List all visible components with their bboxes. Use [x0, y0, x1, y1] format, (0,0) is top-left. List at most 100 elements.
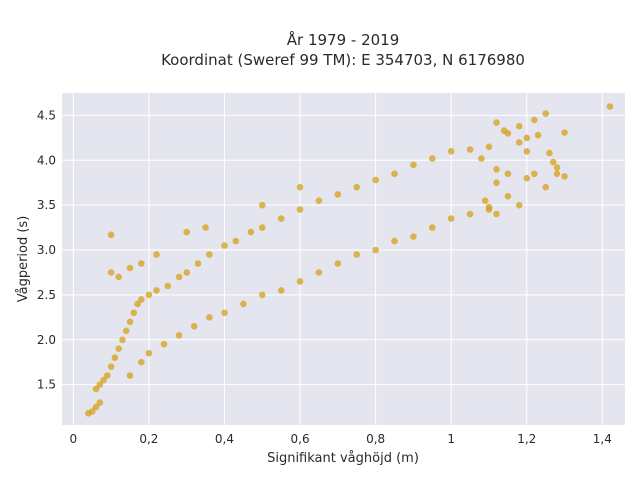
data-point [515, 139, 523, 146]
data-point [553, 170, 561, 178]
data-point [504, 192, 512, 200]
data-point [126, 264, 134, 272]
data-point [259, 201, 266, 209]
data-point [259, 224, 266, 231]
data-point [122, 327, 130, 335]
y-axis-title: Vågperiod (s) [16, 216, 31, 303]
data-point [145, 291, 153, 299]
data-point [115, 273, 122, 281]
data-point [183, 228, 190, 236]
data-point [126, 372, 134, 379]
data-point [515, 201, 523, 209]
data-point [107, 231, 115, 239]
data-point [353, 251, 361, 258]
data-point [466, 146, 474, 153]
x-tick-label: 0 [70, 432, 78, 446]
data-point [115, 345, 122, 353]
data-point [493, 210, 500, 218]
data-point [96, 381, 104, 388]
data-point [561, 173, 568, 180]
x-tick-label: 0,6 [291, 432, 310, 446]
data-point [549, 158, 557, 166]
x-axis-ticks: 0 0,2 0,4 0,6 0,8 1 1,2 1,4 [70, 432, 612, 446]
chart-title-line-2: Koordinat (Sweref 99 TM): E 354703, N 61… [161, 51, 525, 69]
data-point [561, 129, 568, 136]
data-point [523, 174, 531, 182]
data-point [410, 233, 417, 240]
data-point [92, 385, 100, 393]
data-point [202, 224, 209, 231]
data-point [194, 260, 202, 267]
x-tick-label: 0,8 [366, 432, 385, 446]
data-point [138, 296, 145, 303]
data-point [504, 170, 512, 178]
data-point [92, 403, 100, 411]
data-point [531, 170, 538, 178]
data-point [372, 176, 379, 184]
data-point [493, 166, 500, 173]
data-point [515, 122, 523, 130]
data-point [259, 291, 266, 299]
data-point [296, 183, 304, 191]
data-point [481, 197, 489, 204]
data-point [134, 300, 141, 308]
data-point [175, 332, 183, 339]
data-point [145, 349, 153, 357]
data-point [353, 183, 361, 191]
data-point [232, 237, 240, 245]
data-point [96, 399, 104, 406]
data-point [206, 314, 213, 321]
data-point [334, 191, 342, 198]
y-tick-label: 3.5 [37, 198, 56, 212]
data-point [410, 161, 417, 169]
chart-title-line-1: År 1979 - 2019 [287, 30, 400, 49]
data-point [175, 273, 183, 281]
data-point [126, 318, 134, 326]
y-tick-label: 1.5 [37, 378, 56, 392]
y-tick-label: 2.5 [37, 288, 56, 302]
data-point [429, 224, 436, 231]
x-tick-label: 1 [447, 432, 455, 446]
data-point [534, 131, 542, 139]
data-point [277, 287, 285, 294]
data-point [296, 278, 304, 285]
y-axis-ticks: 1.5 2.0 2.5 3.0 3.5 4.0 4.5 [37, 108, 56, 391]
data-point [119, 336, 126, 344]
data-point [478, 155, 485, 162]
x-tick-label: 0,4 [215, 432, 234, 446]
y-tick-label: 4.0 [37, 153, 56, 167]
data-point [315, 197, 323, 204]
data-point [247, 228, 255, 236]
x-tick-label: 1,2 [517, 432, 536, 446]
y-tick-label: 2.0 [37, 333, 56, 347]
x-tick-label: 0,2 [139, 432, 158, 446]
data-point [542, 183, 549, 191]
data-point [153, 251, 160, 258]
data-point [493, 179, 500, 186]
data-point [88, 408, 96, 415]
data-point [391, 170, 398, 178]
data-point [391, 237, 398, 245]
data-point [523, 148, 531, 155]
data-point [493, 119, 500, 126]
data-point [315, 269, 323, 276]
data-points [85, 103, 614, 417]
data-point [206, 251, 213, 258]
data-point [523, 134, 531, 142]
y-tick-label: 4.5 [37, 108, 56, 122]
data-point [485, 143, 493, 151]
data-point [130, 309, 138, 317]
data-point [334, 260, 342, 267]
data-point [104, 372, 111, 379]
data-point [606, 103, 614, 110]
data-point [542, 110, 549, 117]
data-point [531, 116, 538, 124]
data-point [160, 340, 168, 348]
data-point [500, 127, 508, 134]
data-point [138, 260, 145, 267]
data-point [546, 149, 553, 157]
data-point [296, 206, 304, 213]
data-point [164, 282, 172, 290]
data-point [221, 242, 228, 249]
x-tick-label: 1,4 [593, 432, 612, 446]
